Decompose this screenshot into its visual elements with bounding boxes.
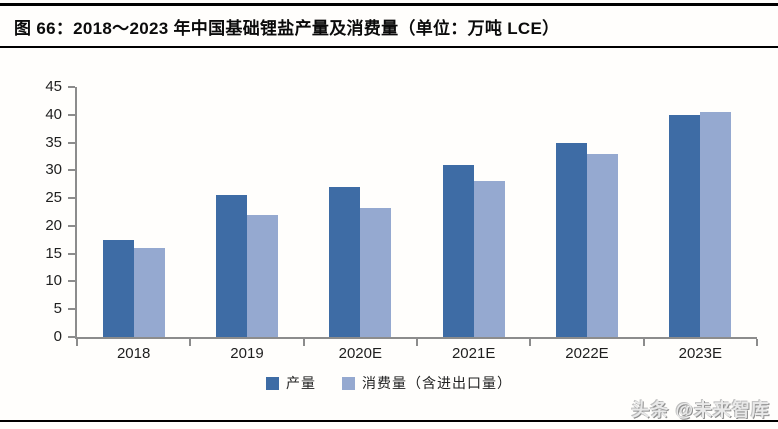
y-tick-mark (68, 169, 75, 172)
legend-item-消费量（含进出口量）: 消费量（含进出口量） (342, 373, 512, 393)
bar-消费量（含进出口量）-2019 (246, 214, 278, 337)
x-axis-label: 2023E (678, 345, 722, 362)
bar-消费量（含进出口量）-2023E (700, 112, 732, 337)
figure-title: 图 66：2018～2023 年中国基础锂盐产量及消费量（单位：万吨 LCE） (14, 19, 560, 38)
bar-group-2023E (644, 112, 757, 337)
y-tick-label: 5 (53, 300, 62, 318)
y-tick-label: 45 (45, 78, 62, 95)
bar-消费量（含进出口量）-2021E (473, 181, 505, 337)
y-tick-label: 40 (45, 105, 62, 123)
bar-消费量（含进出口量）-2022E (586, 153, 618, 337)
y-tick-mark (68, 224, 75, 227)
legend-label: 消费量（含进出口量） (362, 375, 512, 391)
legend-item-产量: 产量 (266, 373, 316, 393)
x-tick-mark (529, 339, 532, 346)
y-tick-mark (68, 252, 75, 255)
x-axis-label: 2019 (230, 345, 264, 362)
bar-产量-2021E (442, 164, 474, 337)
bar-group-2019 (190, 195, 303, 337)
y-tick-label: 0 (53, 328, 62, 345)
x-axis-label: 2022E (565, 345, 609, 362)
legend-swatch-icon (266, 376, 279, 390)
x-axis-label: 2018 (116, 345, 151, 362)
top-divider (0, 3, 778, 6)
bar-group-2022E (530, 142, 643, 337)
bar-消费量（含进出口量）-2020E (360, 207, 392, 337)
y-tick-mark (68, 336, 75, 338)
x-axis-label: 2020E (338, 345, 382, 362)
bar-产量-2020E (329, 187, 361, 337)
bar-group-2020E (304, 187, 417, 337)
legend-swatch-icon (342, 376, 355, 390)
y-tick-label: 25 (45, 189, 62, 207)
legend-label: 产量 (286, 375, 316, 391)
y-tick-label: 10 (45, 272, 62, 290)
bar-消费量（含进出口量）-2018 (133, 248, 165, 337)
bar-group-2018 (77, 239, 190, 337)
x-tick-mark (756, 339, 758, 346)
y-tick-mark (68, 113, 75, 116)
y-tick-label: 20 (45, 216, 62, 234)
y-tick-mark (68, 197, 75, 200)
x-axis-label: 2021E (451, 345, 496, 362)
y-tick-label: 30 (45, 161, 62, 179)
watermark: 头条 @未来智库 (631, 400, 770, 420)
x-tick-mark (302, 339, 305, 346)
y-tick-mark (68, 141, 75, 144)
x-tick-mark (642, 339, 645, 346)
y-tick-label: 15 (45, 244, 62, 262)
y-axis-labels: 45 40 35 30 25 20 15 10 5 0 (26, 78, 68, 345)
bar-产量-2019 (215, 195, 247, 337)
legend: 产量 消费量（含进出口量） (0, 373, 778, 393)
bar-产量-2023E (669, 114, 701, 337)
x-tick-mark (76, 339, 78, 346)
bar-产量-2018 (102, 239, 134, 337)
plot-area: 2018 2019 2020E 2021E 2022E 2023E (68, 86, 758, 362)
y-tick-mark (68, 280, 75, 283)
bar-产量-2022E (555, 142, 587, 337)
y-tick-mark (68, 86, 75, 88)
x-tick-mark (189, 339, 192, 346)
bar-group-2021E (417, 164, 530, 337)
x-tick-mark (416, 339, 418, 346)
y-tick-mark (68, 308, 75, 311)
bottom-divider (0, 420, 778, 422)
title-divider (0, 46, 778, 48)
y-tick-label: 35 (45, 133, 62, 151)
